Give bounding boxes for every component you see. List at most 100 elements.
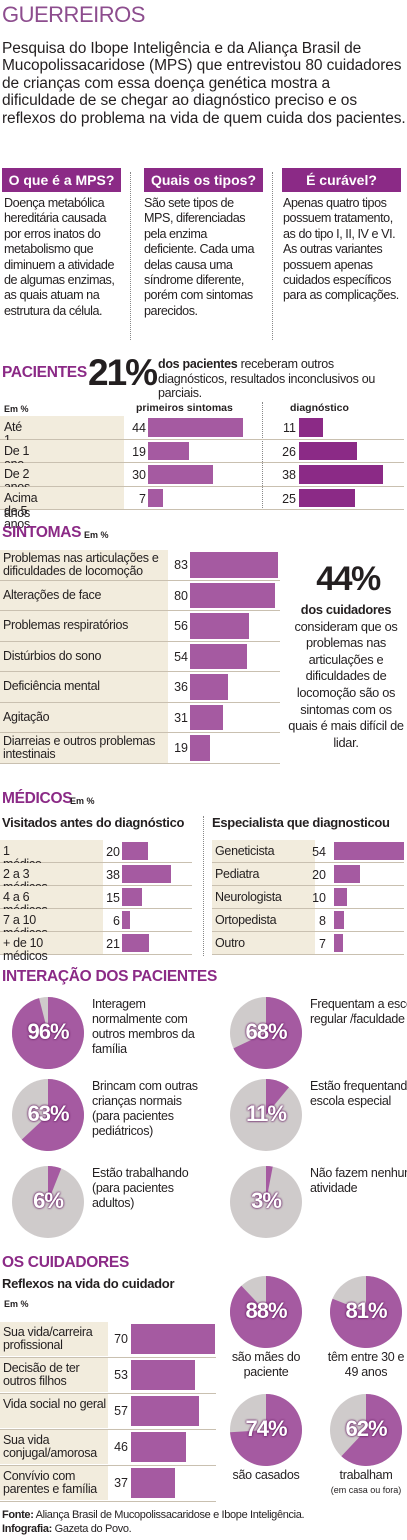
footer-source: Fonte: Aliança Brasil de Mucopolissacari… <box>2 1509 305 1522</box>
interacao-pie-pct: 11% <box>246 1101 287 1126</box>
sintomas-bar <box>190 552 278 578</box>
cuidadores-value: 46 <box>114 1440 128 1454</box>
sintomas-unit: Em % <box>84 530 109 540</box>
pie-slice <box>266 1079 289 1115</box>
interacao-pie-label: Estão trabalhando (para pacientes adulto… <box>92 1166 189 1210</box>
cuidadores-pie-label: têm entre 30 e 49 anos <box>327 1350 405 1379</box>
medicos-value: 54 <box>312 845 326 859</box>
medicos-category-label: Geneticista <box>215 844 275 858</box>
sintomas-label-bg <box>0 611 168 641</box>
sintomas-label-bg <box>0 550 168 580</box>
cuidadores-category-label: Convívio com parentes e família <box>3 1469 97 1496</box>
medicos-label-bg <box>212 909 315 931</box>
interacao-pie-label: Interagem normalmente com outros membros… <box>92 997 195 1056</box>
cuidadores-label-bg <box>0 1322 108 1356</box>
section-title-medicos: MÉDICOS <box>2 790 73 807</box>
sintomas-category-label: Diarreias e outros problemas intestinais <box>3 733 156 761</box>
row-divider <box>212 862 404 863</box>
row-divider <box>212 885 404 886</box>
interacao-pie-pct: 63% <box>27 1101 69 1126</box>
cuidadores-pie-label: são mães do paciente <box>231 1350 301 1379</box>
pie-slice <box>233 997 302 1069</box>
pacientes-value-primeiros: 44 <box>132 421 146 435</box>
sintomas-value: 83 <box>174 558 188 572</box>
divider <box>130 172 131 340</box>
pie-slice <box>330 1276 402 1348</box>
row-divider <box>0 485 404 487</box>
pacientes-unit: Em % <box>4 404 29 414</box>
pie-slice <box>230 1394 302 1466</box>
medicos-left-title: Visitados antes do diagnóstico <box>2 815 185 830</box>
section-title-pacientes: PACIENTES <box>2 364 87 381</box>
row-divider <box>212 954 404 955</box>
medicos-unit: Em % <box>70 796 95 806</box>
cuidadores-subtitle: Reflexos na vida do cuidador <box>2 1276 175 1291</box>
cuidadores-pie <box>330 1394 402 1466</box>
cuidadores-pie-note: (em casa ou fora) <box>330 1485 402 1495</box>
medicos-category-label: Pediatra <box>215 867 260 881</box>
definition-title-cure: É curável? <box>282 168 401 192</box>
pacientes-value-diagnostico: 38 <box>282 468 296 482</box>
sintomas-side-bold: dos cuidadores <box>300 602 392 617</box>
section-title-sintomas: SINTOMAS <box>2 524 82 541</box>
cuidadores-bar <box>131 1324 215 1354</box>
cuidadores-value: 70 <box>114 1332 128 1346</box>
pacientes-bar-primeiros <box>148 465 213 484</box>
section-title-interacao: INTERAÇÃO DOS PACIENTES <box>2 968 217 985</box>
sintomas-value: 54 <box>174 649 188 664</box>
cuidadores-pie-label: trabalham <box>339 1468 393 1482</box>
medicos-label-bg <box>0 886 103 908</box>
sintomas-bar <box>190 643 248 669</box>
cuidadores-pie-pct: 74% <box>245 1416 287 1441</box>
sintomas-bar <box>190 613 250 639</box>
row-divider <box>0 1429 216 1430</box>
sintomas-value: 36 <box>174 680 188 694</box>
cuidadores-label-bg <box>0 1358 108 1392</box>
page-title: GUERREIROS <box>2 2 145 27</box>
pacientes-big-pct: 21% <box>88 352 158 393</box>
interacao-pie-label: Brincam com outras crianças normais (par… <box>92 1079 198 1138</box>
definition-title-mps: O que é a MPS? <box>2 168 121 192</box>
medicos-value: 21 <box>106 937 120 951</box>
pacientes-big-text: dos pacientes receberam outros diagnósti… <box>158 357 406 401</box>
footer-credit: Infografia: Gazeta do Povo. <box>2 1523 132 1536</box>
interacao-pie-label: Não fazem nenhuma atividade <box>310 1166 407 1195</box>
medicos-category-label: Ortopedista <box>215 913 277 927</box>
definition-title-types: Quais os tipos? <box>144 168 263 192</box>
cuidadores-value: 37 <box>114 1476 128 1490</box>
footer-source-text: Aliança Brasil de Mucopolissacaridose e … <box>35 1509 305 1521</box>
cuidadores-pie-pct: 88% <box>245 1298 287 1323</box>
row-divider <box>0 701 280 703</box>
interacao-pie-pct: 6% <box>33 1188 64 1213</box>
interacao-pie-pct: 3% <box>251 1188 282 1213</box>
interacao-pie <box>12 1079 84 1151</box>
pacientes-bar-primeiros <box>148 418 244 437</box>
medicos-category-label: Neurologista <box>215 890 282 904</box>
sintomas-side-rest: consideram que os problemas nas articula… <box>288 618 404 750</box>
interacao-pie <box>12 1166 84 1238</box>
pacientes-label-bg <box>0 463 124 486</box>
pacientes-bar-diagnostico <box>299 441 357 460</box>
row-divider <box>212 908 404 909</box>
definition-text-cure: Apenas quatro tipos possuem tratamento, … <box>283 196 399 303</box>
row-divider <box>0 1357 216 1358</box>
pacientes-bar-diagnostico <box>299 465 384 484</box>
cuidadores-label-bg <box>0 1394 108 1428</box>
pacientes-bar-primeiros <box>148 488 164 507</box>
medicos-bar <box>334 842 405 860</box>
medicos-label-bg <box>212 932 315 954</box>
sintomas-value: 31 <box>174 710 188 725</box>
row-divider <box>0 862 192 863</box>
cuidadores-pie <box>330 1276 402 1348</box>
cuidadores-pie-pct: 62% <box>345 1416 387 1441</box>
medicos-bar <box>334 865 360 883</box>
row-divider <box>0 908 192 909</box>
cuidadores-bar <box>131 1396 200 1426</box>
medicos-bar <box>122 888 142 906</box>
medicos-value: 20 <box>312 868 326 882</box>
row-divider <box>0 1393 216 1394</box>
sintomas-label-bg <box>0 672 168 702</box>
pacientes-category-label: Acima de 5 anos <box>4 490 38 531</box>
row-divider <box>0 954 192 955</box>
cuidadores-category-label: Decisão de ter outros filhos <box>3 1361 80 1388</box>
